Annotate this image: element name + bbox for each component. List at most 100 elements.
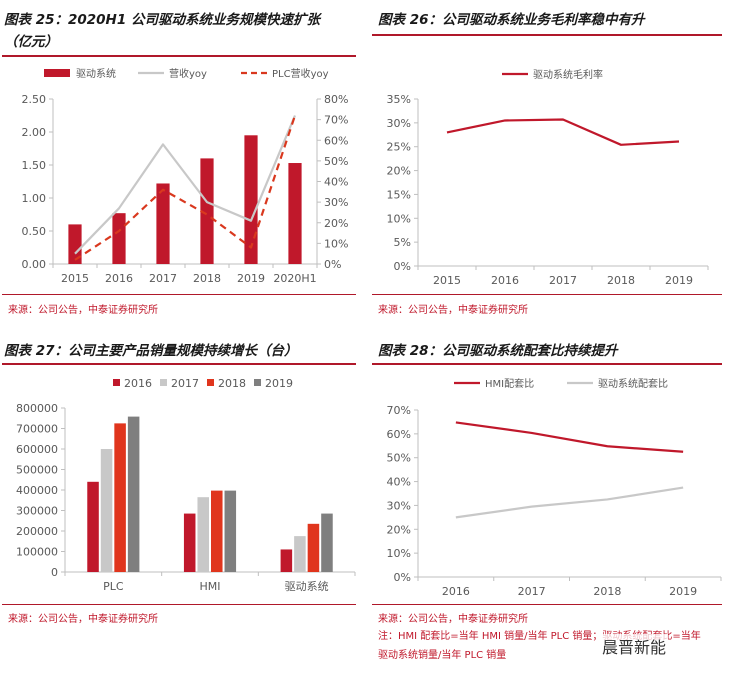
y-tick-label: 300000 bbox=[16, 505, 58, 518]
chart-title: 图表 27：公司主要产品销量规模持续增长（台） bbox=[4, 343, 298, 359]
y-tick-label: 20% bbox=[387, 523, 411, 536]
bar bbox=[87, 481, 99, 572]
x-tick-label: 2019 bbox=[665, 274, 693, 287]
y-tick-label: 200000 bbox=[16, 525, 58, 538]
y-tick-label: 0.50 bbox=[22, 225, 47, 238]
legend-label: 2017 bbox=[171, 377, 199, 390]
y-tick-label: 70% bbox=[387, 404, 411, 417]
y-tick-label: 35% bbox=[387, 93, 411, 106]
y2-tick-label: 50% bbox=[324, 155, 348, 168]
y-tick-label: 50% bbox=[387, 452, 411, 465]
legend-label: 驱动系统配套比 bbox=[598, 377, 668, 390]
legend-label: 2018 bbox=[218, 377, 246, 390]
y-tick-label: 30% bbox=[387, 499, 411, 512]
legend-label: HMI配套比 bbox=[485, 377, 534, 390]
bar bbox=[156, 183, 170, 264]
chart-svg: 0% 5% 10% 15% 20% 25% 30% 35% 2015 2016 2017 2018 20… bbox=[387, 68, 709, 287]
chart-source: 来源：公司公告，中泰证券研究所 bbox=[378, 614, 528, 625]
y-tick-label: 20% bbox=[387, 165, 411, 178]
title-rule bbox=[2, 363, 356, 365]
y2-tick-label: 70% bbox=[324, 114, 348, 127]
chart-title-unit: （亿元） bbox=[4, 34, 58, 50]
y-tick-label: 600000 bbox=[16, 443, 58, 456]
bar bbox=[200, 158, 214, 264]
x-tick-label: 2017 bbox=[518, 585, 546, 598]
bar bbox=[183, 513, 196, 572]
y-tick-label: 0 bbox=[51, 566, 58, 579]
y-tick-label: 25% bbox=[387, 141, 411, 154]
bar bbox=[100, 449, 113, 572]
y-tick-label: 0% bbox=[394, 571, 411, 584]
x-tick-label: 2016 bbox=[105, 272, 133, 285]
y-tick-label: 1.50 bbox=[22, 159, 47, 172]
x-tick-label: 2018 bbox=[607, 274, 635, 287]
title-rule bbox=[372, 363, 722, 365]
chart-svg: 0.00 0.50 1.00 1.50 2.00 2.50 0% 10% 20% 30% 40% 50… bbox=[22, 67, 349, 285]
bar bbox=[127, 416, 140, 572]
bar bbox=[68, 224, 82, 264]
chart-source: 来源：公司公告，中泰证券研究所 bbox=[8, 614, 158, 625]
x-tick-label: HMI bbox=[199, 580, 220, 593]
x-tick-label: 2019 bbox=[237, 272, 265, 285]
series-line bbox=[74, 115, 297, 261]
x-tick-label: 2020H1 bbox=[273, 272, 316, 285]
bar bbox=[114, 423, 126, 572]
y2-tick-label: 40% bbox=[324, 176, 348, 189]
chart-note: 注：HMI 配套比=当年 HMI 销量/当年 PLC 销量；驱动系统配套比=当年… bbox=[378, 631, 701, 661]
bar bbox=[197, 497, 209, 572]
watermark: 晨晋新能 bbox=[600, 634, 669, 658]
legend-label: 驱动系统 bbox=[76, 67, 116, 80]
legend-swatch bbox=[254, 379, 261, 386]
bar bbox=[321, 513, 333, 572]
y-tick-label: 800000 bbox=[16, 402, 58, 415]
chart-title: 图表 28：公司驱动系统配套比持续提升 bbox=[378, 343, 618, 359]
chart-panel-26: 图表 26：公司驱动系统业务毛利率稳中有升 0% 5% 10% 15% 20% 25% 30… bbox=[368, 0, 729, 330]
x-tick-label: 2019 bbox=[669, 585, 697, 598]
source-rule bbox=[2, 294, 356, 295]
bar bbox=[112, 213, 126, 264]
bar bbox=[294, 536, 306, 572]
y-tick-label: 700000 bbox=[16, 423, 58, 436]
legend-swatch bbox=[113, 379, 120, 386]
x-tick-label: 2018 bbox=[193, 272, 221, 285]
y-tick-label: 60% bbox=[387, 428, 411, 441]
bar bbox=[224, 490, 237, 572]
y-tick-label: 10% bbox=[387, 212, 411, 225]
x-tick-label: 2017 bbox=[149, 272, 177, 285]
chart-svg: 0 100000 200000 300000 400000 500000 600000 700… bbox=[16, 377, 356, 593]
bar bbox=[211, 490, 223, 572]
chart-svg: 0% 10% 20% 30% 40% 50% 60% 70% 2016 2017 2018 2019 H… bbox=[387, 377, 722, 598]
chart-panel-28: 图表 28：公司驱动系统配套比持续提升 0% 10% 20% 30% 40% 50% 60%… bbox=[368, 338, 729, 677]
series-line bbox=[455, 486, 684, 519]
legend-swatch bbox=[160, 379, 167, 386]
y-tick-label: 40% bbox=[387, 476, 411, 489]
legend-swatch bbox=[44, 69, 70, 77]
y2-tick-label: 20% bbox=[324, 217, 348, 230]
chart-source: 来源：公司公告，中泰证券研究所 bbox=[378, 305, 528, 316]
y-tick-label: 1.00 bbox=[22, 192, 47, 205]
series-line bbox=[446, 118, 680, 146]
source-rule bbox=[372, 294, 722, 295]
series-line bbox=[74, 115, 297, 255]
y2-tick-label: 0% bbox=[324, 258, 341, 271]
bar bbox=[280, 549, 293, 572]
x-tick-label: 2016 bbox=[442, 585, 470, 598]
y-tick-label: 15% bbox=[387, 188, 411, 201]
title-rule bbox=[2, 55, 356, 57]
bar bbox=[307, 523, 320, 572]
chart-title: 图表 26：公司驱动系统业务毛利率稳中有升 bbox=[378, 12, 645, 28]
y-tick-label: 2.50 bbox=[22, 93, 47, 106]
y2-tick-label: 10% bbox=[324, 237, 348, 250]
y-tick-label: 30% bbox=[387, 117, 411, 130]
x-tick-label: 2017 bbox=[549, 274, 577, 287]
y-tick-label: 500000 bbox=[16, 464, 58, 477]
y2-tick-label: 80% bbox=[324, 93, 348, 106]
y-tick-label: 5% bbox=[394, 236, 411, 249]
y-tick-label: 0% bbox=[394, 260, 411, 273]
x-tick-label: 2015 bbox=[433, 274, 461, 287]
y-tick-label: 10% bbox=[387, 547, 411, 560]
chart-panel-25: 图表 25：2020H1 公司驱动系统业务规模快速扩张 （亿元） 0.00 0.5… bbox=[0, 0, 360, 330]
legend-label: 2016 bbox=[124, 377, 152, 390]
chart-source: 来源：公司公告，中泰证券研究所 bbox=[8, 305, 158, 316]
y2-tick-label: 30% bbox=[324, 196, 348, 209]
